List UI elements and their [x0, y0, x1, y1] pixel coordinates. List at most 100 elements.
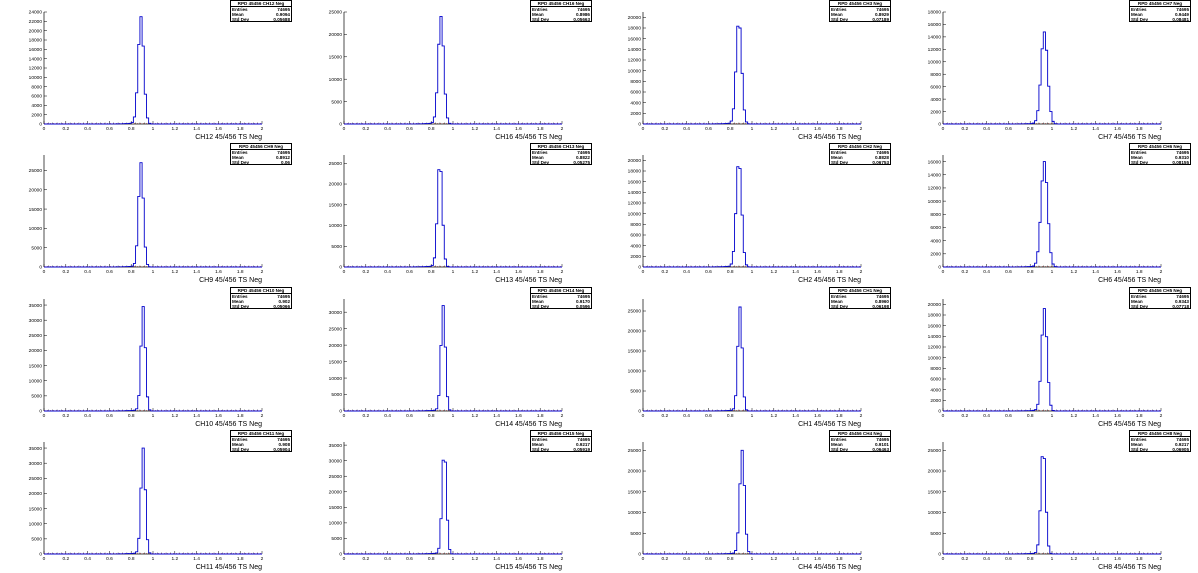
- stats-value: 74695: [1176, 7, 1189, 12]
- y-tick-label: 10000: [928, 199, 942, 205]
- x-tick-label: 1.2: [770, 413, 777, 419]
- x-tick-label: 0.4: [84, 269, 91, 275]
- stats-value: 0.07189: [872, 17, 889, 22]
- stats-value: 0.06: [281, 160, 290, 165]
- stats-row-std: Std Dev 0.05275: [531, 160, 591, 165]
- x-tick-label: 1.2: [171, 269, 178, 275]
- x-tick-label: 1.2: [171, 126, 178, 132]
- x-tick-label: 0: [942, 126, 945, 132]
- stats-row-entries: Entries 74695: [231, 7, 291, 12]
- x-tick-label: 1.6: [515, 413, 522, 419]
- stats-label: Mean: [1131, 12, 1143, 17]
- histogram-plot: 0 0.2 0.4 0.6 0.8 1 1.2 1.4 1.6 1.8 2 0 2000 4000 6000…: [29, 10, 264, 141]
- stats-title: RPD 45456 CH5 Neg: [1130, 288, 1190, 294]
- histogram-panel: 0 0.2 0.4 0.6 0.8 1 1.2 1.4 1.6 1.8 2 0 5000 10000 150…: [300, 430, 599, 573]
- stats-label: Entries: [831, 437, 847, 442]
- histogram-plot: 0 0.2 0.4 0.6 0.8 1 1.2 1.4 1.6 1.8 2 0 5000 10000 150…: [329, 442, 564, 571]
- stats-label: Mean: [831, 299, 843, 304]
- stats-value: 74695: [577, 150, 590, 155]
- stats-value: 0.06198: [872, 304, 889, 309]
- stats-value: 0.9310: [1174, 155, 1189, 160]
- stats-label: Std Dev: [232, 160, 250, 165]
- y-tick-label: 20000: [29, 187, 43, 193]
- x-tick-label: 1.4: [193, 126, 200, 132]
- stats-value: 74695: [1176, 150, 1189, 155]
- stats-label: Std Dev: [831, 304, 849, 309]
- histogram-line: [643, 166, 861, 268]
- y-tick-label: 22000: [29, 19, 43, 25]
- histogram-panel: 0 0.2 0.4 0.6 0.8 1 1.2 1.4 1.6 1.8 2 0 2000 4000 6000…: [0, 0, 299, 143]
- stats-box: RPD 45456 CH11 Neg Entries 74695 Mean 0.908 S…: [230, 430, 292, 452]
- y-tick-label: 5000: [331, 99, 342, 105]
- stats-value: 0.05904: [273, 447, 290, 452]
- y-tick-label: 0: [339, 122, 342, 128]
- y-tick-label: 5000: [630, 531, 641, 537]
- y-tick-label: 8000: [630, 222, 641, 228]
- x-tick-label: 0.8: [128, 413, 135, 419]
- stats-title: RPD 45456 CH15 Neg: [531, 431, 591, 437]
- x-tick-label: 1.2: [471, 269, 478, 275]
- histogram-plot: 0 0.2 0.4 0.6 0.8 1 1.2 1.4 1.6 1.8 2 0 2000 4000 6000…: [628, 155, 863, 284]
- histogram-panel: 0 0.2 0.4 0.6 0.8 1 1.2 1.4 1.6 1.8 2 0 2000 4000 6000…: [899, 143, 1198, 286]
- stats-value: 0.9101: [874, 442, 889, 447]
- x-tick-label: 1.2: [171, 413, 178, 419]
- stats-label: Std Dev: [532, 447, 550, 452]
- stats-box: RPD 45456 CH15 Neg Entries 74695 Mean 0.9217…: [530, 430, 592, 452]
- x-tick-label: 1.8: [537, 126, 544, 132]
- x-tick-label: 1.2: [471, 556, 478, 562]
- y-tick-label: 4000: [930, 387, 941, 393]
- y-tick-label: 15000: [329, 202, 343, 208]
- stats-row-mean: Mean 0.902: [231, 299, 291, 304]
- x-tick-label: 1: [1051, 413, 1054, 419]
- y-tick-label: 4000: [930, 238, 941, 244]
- stats-label: Std Dev: [1131, 17, 1149, 22]
- stats-label: Mean: [532, 299, 544, 304]
- y-tick-label: 15000: [628, 489, 642, 495]
- histogram-panel: 0 0.2 0.4 0.6 0.8 1 1.2 1.4 1.6 1.8 2 0 5000 10000 150…: [599, 287, 898, 430]
- stats-value: 0.9449: [1174, 12, 1189, 17]
- x-tick-label: 0: [642, 269, 645, 275]
- x-axis-title: CH5 45/456 TS Neg: [1098, 421, 1161, 428]
- stats-label: Mean: [232, 299, 244, 304]
- y-tick-label: 8000: [930, 72, 941, 78]
- histogram-panel: 0 0.2 0.4 0.6 0.8 1 1.2 1.4 1.6 1.8 2 0 2000 4000 6000…: [899, 0, 1198, 143]
- stats-label: Entries: [1131, 294, 1147, 299]
- x-tick-label: 0.8: [1027, 269, 1034, 275]
- stats-label: Mean: [831, 12, 843, 17]
- stats-row-entries: Entries 74695: [531, 437, 591, 442]
- stats-value: 0.05688: [273, 17, 290, 22]
- y-tick-label: 20000: [329, 343, 343, 349]
- stats-label: Entries: [232, 150, 248, 155]
- stats-label: Entries: [232, 437, 248, 442]
- stats-value: 0.08155: [1172, 160, 1189, 165]
- x-tick-label: 0.8: [128, 556, 135, 562]
- y-tick-label: 35000: [329, 443, 343, 449]
- y-tick-label: 15000: [29, 207, 43, 213]
- stats-row-mean: Mean 0.908: [231, 442, 291, 447]
- y-tick-label: 30000: [329, 310, 343, 316]
- x-tick-label: 1.8: [836, 269, 843, 275]
- y-tick-label: 0: [938, 122, 941, 128]
- stats-value: 74695: [876, 437, 889, 442]
- x-tick-label: 0.6: [106, 413, 113, 419]
- y-tick-label: 15000: [329, 505, 343, 511]
- y-tick-label: 10000: [928, 510, 942, 516]
- stats-label: Entries: [1131, 150, 1147, 155]
- x-tick-label: 1.6: [814, 126, 821, 132]
- y-tick-label: 4000: [630, 100, 641, 106]
- x-tick-label: 0.8: [1027, 556, 1034, 562]
- x-tick-label: 1.8: [237, 413, 244, 419]
- stats-label: Entries: [532, 7, 548, 12]
- stats-box: RPD 45456 CH4 Neg Entries 74695 Mean 0.9101 S…: [829, 430, 891, 452]
- x-tick-label: 1.4: [792, 413, 799, 419]
- y-tick-label: 18000: [628, 169, 642, 175]
- y-tick-label: 4000: [630, 243, 641, 249]
- stats-box: RPD 45456 CH2 Neg Entries 74695 Mean 0.8828 S…: [829, 143, 891, 165]
- x-tick-label: 0: [43, 126, 46, 132]
- y-tick-label: 12000: [928, 186, 942, 192]
- stats-value: 0.8828: [874, 155, 889, 160]
- stats-label: Entries: [232, 7, 248, 12]
- x-tick-label: 1: [152, 269, 155, 275]
- y-tick-label: 10000: [329, 376, 343, 382]
- x-tick-label: 1.4: [493, 269, 500, 275]
